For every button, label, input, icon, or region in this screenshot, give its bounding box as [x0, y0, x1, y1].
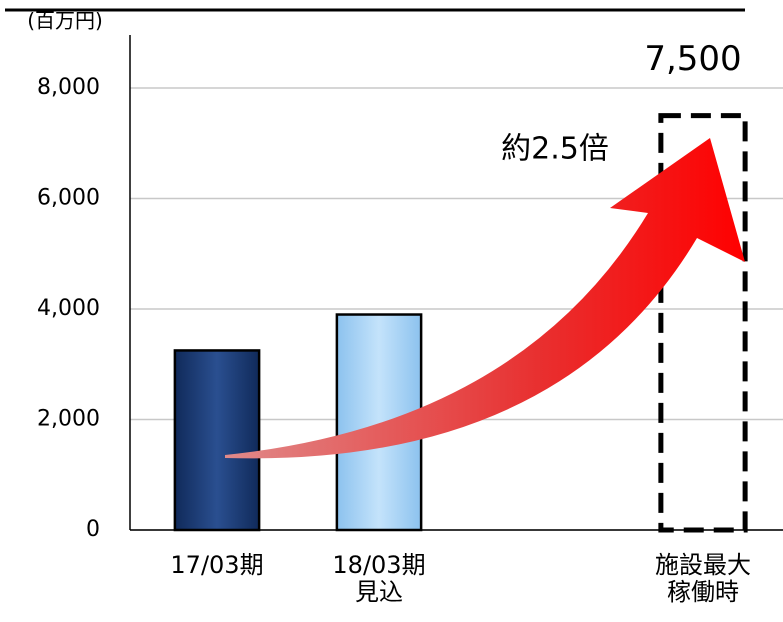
- y-tick-label: 8,000: [37, 75, 100, 100]
- annotation: 約2.5倍: [501, 132, 609, 167]
- y-tick-label: 6,000: [37, 186, 100, 211]
- x-tick-label: 18/03期 見込: [332, 551, 426, 606]
- bar: [173, 349, 261, 532]
- y-tick-label: 2,000: [37, 407, 100, 432]
- x-tick-label: 施設最大 稼働時: [655, 551, 751, 606]
- y-tick-label: 4,000: [37, 296, 100, 321]
- bar: [658, 113, 748, 533]
- y-tick-label: 0: [86, 517, 100, 542]
- x-tick-label: 17/03期: [170, 551, 264, 579]
- growth-arrow: [225, 138, 745, 459]
- value-label: 7,500: [644, 39, 741, 79]
- unit-label: (百万円): [27, 9, 103, 33]
